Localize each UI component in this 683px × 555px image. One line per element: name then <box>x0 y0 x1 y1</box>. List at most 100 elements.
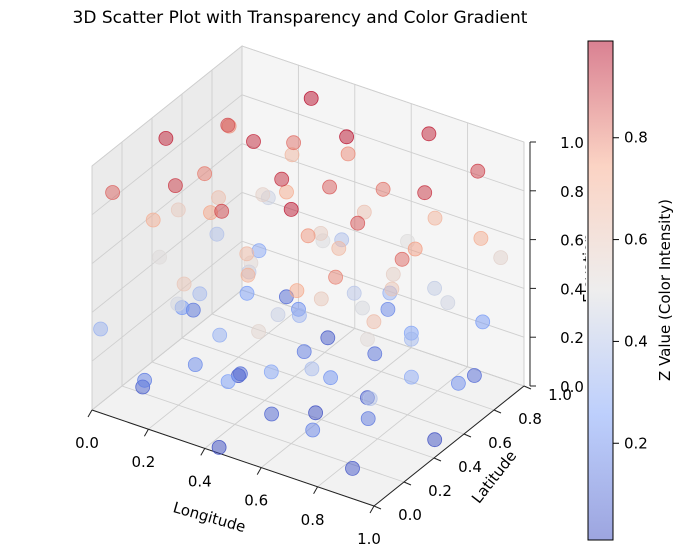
data-point <box>313 291 329 307</box>
data-point <box>93 321 108 337</box>
x-tick-label: 0.0 <box>75 434 99 452</box>
x-tick-label: 0.4 <box>188 472 212 490</box>
data-point <box>240 267 256 283</box>
data-point <box>421 126 437 142</box>
data-point <box>384 281 400 297</box>
data-point <box>328 269 344 285</box>
data-point <box>394 251 410 267</box>
data-point <box>176 276 192 292</box>
y-tick <box>433 457 442 462</box>
data-point <box>279 184 294 200</box>
data-point <box>105 185 120 200</box>
data-point <box>211 439 227 455</box>
data-point <box>274 171 290 187</box>
x-tick <box>369 505 375 514</box>
y-tick <box>493 409 502 414</box>
y-tick <box>463 433 472 438</box>
data-point <box>466 368 482 383</box>
y-tick-label: 1.0 <box>548 386 572 404</box>
data-point <box>322 179 338 195</box>
data-point <box>367 346 383 362</box>
data-point <box>255 187 271 203</box>
data-point <box>440 295 456 311</box>
data-point <box>340 146 356 162</box>
data-point <box>313 225 329 241</box>
colorbar-tick-label: 0.4 <box>624 332 648 350</box>
x-axis-label: Longitude <box>171 498 248 536</box>
data-point <box>323 370 339 386</box>
colorbar-tick-label: 0.8 <box>624 129 648 147</box>
z-tick-label: 0.0 <box>560 378 584 396</box>
data-point <box>291 308 307 323</box>
x-tick <box>143 428 149 437</box>
data-point <box>239 285 255 301</box>
x-tick <box>313 486 319 495</box>
grid-line-y <box>151 118 435 459</box>
z-tick-label: 1.0 <box>560 134 584 152</box>
y-tick <box>403 481 412 486</box>
data-point <box>417 185 433 201</box>
data-point <box>212 327 228 343</box>
data-point <box>239 246 255 262</box>
data-point <box>450 375 466 391</box>
data-point <box>220 374 236 390</box>
grid-line-y <box>121 142 405 483</box>
z-tick-label: 0.8 <box>560 183 584 201</box>
data-point <box>214 203 230 219</box>
data-point <box>362 391 378 407</box>
x-tick-label: 0.8 <box>301 511 325 529</box>
data-point <box>220 117 236 133</box>
colorbar-label: Z Value (Color Intensity) <box>656 199 674 381</box>
y-tick-label: 0.6 <box>488 434 512 452</box>
grid-line-z <box>91 45 525 167</box>
data-point <box>356 204 372 220</box>
y-axis-line <box>373 385 525 507</box>
data-point <box>251 324 267 339</box>
axis-lines <box>91 142 531 507</box>
y-tick-label: 0.4 <box>458 458 482 476</box>
data-point <box>137 372 153 388</box>
data-point <box>170 202 186 218</box>
data-point <box>296 344 312 360</box>
tick-labels: 0.00.20.40.60.81.00.00.20.40.60.81.00.00… <box>75 134 584 548</box>
data-point <box>380 301 396 317</box>
data-point <box>192 286 208 302</box>
data-point <box>187 357 203 373</box>
y-axis-label: Latitude <box>468 447 520 507</box>
data-point <box>263 364 279 380</box>
data-point <box>407 241 423 257</box>
data-point <box>403 369 419 385</box>
y-tick-label: 0.0 <box>398 506 422 524</box>
data-point <box>145 212 161 228</box>
data-point <box>493 250 509 266</box>
data-point <box>251 243 267 259</box>
data-point <box>167 178 183 194</box>
x-tick-label: 1.0 <box>357 530 381 548</box>
data-point <box>152 249 168 265</box>
y-tick <box>373 505 382 510</box>
data-point <box>475 314 491 330</box>
data-point <box>246 134 261 149</box>
data-point <box>170 296 186 312</box>
data-point <box>209 226 225 242</box>
x-axis-line <box>91 409 375 507</box>
colorbar: 0.2 0.4 0.6 0.8 Z Value (Color Intensity) <box>587 40 674 541</box>
y-tick-label: 0.8 <box>518 410 542 428</box>
data-point <box>360 411 376 427</box>
grid-line-y <box>211 70 495 411</box>
data-point <box>289 283 305 299</box>
data-point <box>303 91 319 106</box>
data-point <box>427 280 443 296</box>
y-tick-label: 0.2 <box>428 482 452 500</box>
data-point <box>360 331 375 347</box>
data-point <box>197 166 213 182</box>
x-tick <box>87 409 93 418</box>
x-tick <box>200 448 206 456</box>
data-point <box>232 366 248 382</box>
colorbar-tick-label: 0.6 <box>624 231 648 249</box>
data-point <box>403 331 419 347</box>
data-point <box>473 230 489 246</box>
data-point <box>346 285 362 301</box>
data-point <box>355 300 370 316</box>
